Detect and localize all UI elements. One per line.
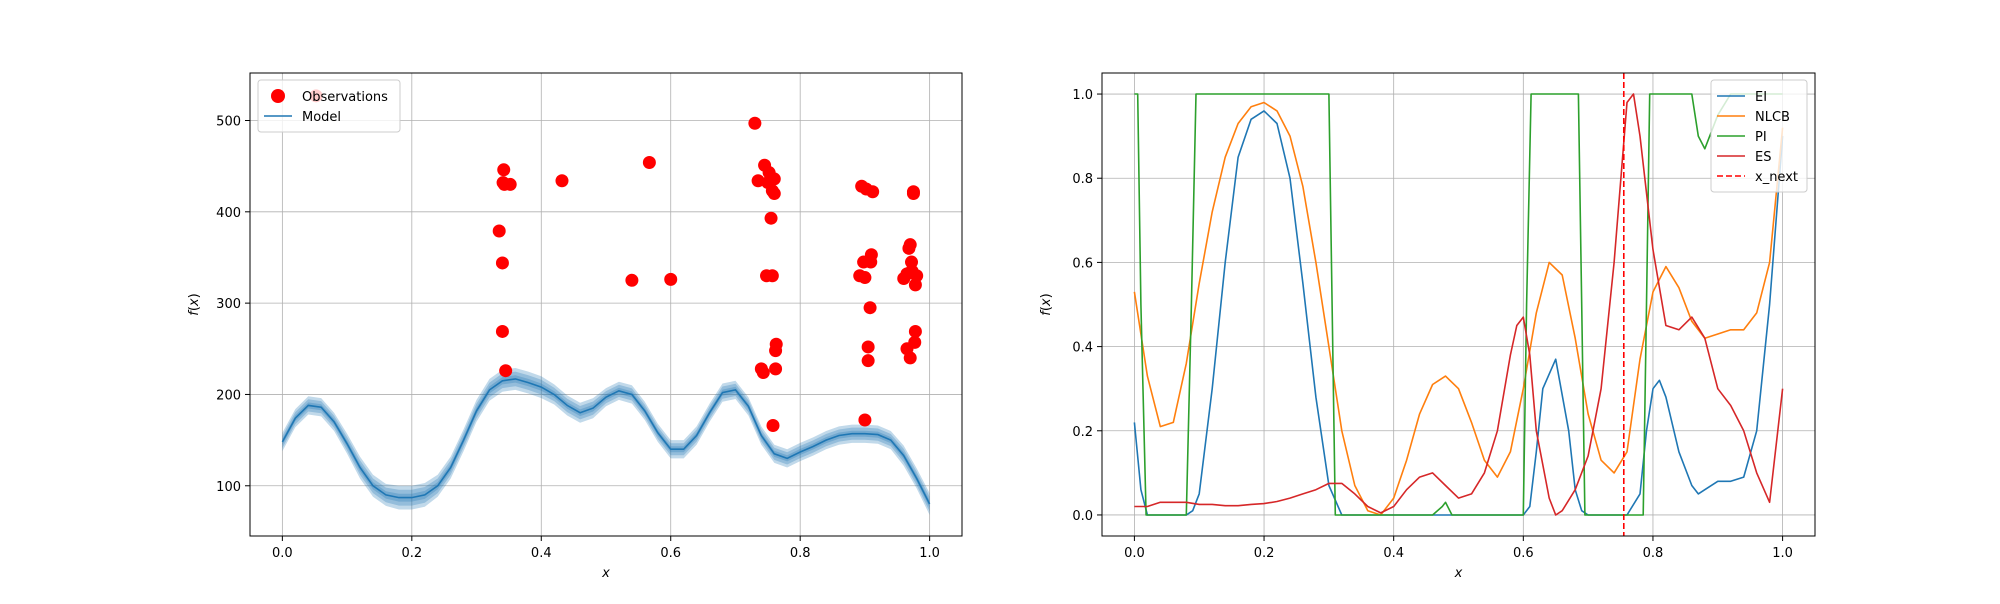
chart-1: 0.0 0.2 0.4 0.6 0.8 1.0100200300400500xf(x)Ob… (187, 72, 963, 581)
y-tick-label: 0.6 (1072, 256, 1093, 271)
y-axis-label-f: f (187, 309, 202, 316)
y-axis-label-close: ) (1039, 293, 1054, 298)
y-axis-label-paren: ( (1039, 306, 1054, 311)
observation-point (756, 366, 770, 380)
x-tick-label: 0.4 (531, 546, 552, 561)
chart-2: 0.0 0.2 0.4 0.6 0.8 1.00.00.20.40.60.81.0xf(x… (1039, 72, 1816, 581)
observation-point (625, 273, 639, 287)
observation-point (664, 272, 678, 286)
legend-label: NLCB (1755, 110, 1790, 125)
observation-point (905, 264, 919, 278)
legend-frame (1710, 79, 1808, 193)
observation-point (492, 224, 506, 238)
legend-marker-observations (271, 89, 285, 103)
observation-point (765, 269, 779, 283)
observation-point (495, 324, 509, 338)
observation-point (908, 335, 922, 349)
y-axis-label-close: ) (187, 293, 202, 298)
x-tick-label: 0.0 (1124, 546, 1145, 561)
observation-point (495, 256, 509, 270)
y-tick-label: 300 (216, 297, 241, 312)
observation-point (908, 324, 922, 338)
y-tick-label: 0.0 (1072, 509, 1093, 524)
observation-point (764, 211, 778, 225)
legend-label: Model (302, 110, 341, 125)
plot-area (281, 89, 931, 515)
observation-point (903, 351, 917, 365)
model-confidence-band (282, 375, 930, 508)
legend-frame (257, 79, 401, 133)
y-axis-label: f(x) (187, 293, 202, 315)
model-line (281, 378, 931, 505)
legend-label: ES (1755, 150, 1771, 165)
series-line-nlcb (1133, 101, 1784, 516)
y-tick-label: 100 (216, 480, 241, 495)
x-axis-label: x (601, 566, 610, 581)
y-axis-label-f: f (1039, 309, 1054, 316)
y-axis-label-x: x (187, 298, 202, 307)
legend-label: Observations (302, 90, 388, 105)
observation-point (858, 413, 872, 427)
observation-point (767, 172, 781, 186)
series-line-pi (1134, 93, 1783, 516)
plot-area (1133, 73, 1784, 536)
x-tick-label: 0.8 (1643, 546, 1664, 561)
y-tick-label: 0.8 (1072, 172, 1093, 187)
series-line-es (1134, 93, 1784, 516)
x-tick-label: 0.2 (401, 546, 422, 561)
observation-point (503, 177, 517, 191)
observation-point (751, 174, 765, 188)
legend-label: x_next (1755, 170, 1798, 185)
x-tick-label: 0.2 (1254, 546, 1275, 561)
observation-point (499, 364, 513, 378)
observation-point (766, 419, 780, 433)
x-tick-label: 0.8 (790, 546, 811, 561)
x-tick-label: 0.0 (272, 546, 293, 561)
y-tick-label: 200 (216, 388, 241, 403)
observation-point (497, 163, 511, 177)
observation-point (866, 185, 880, 199)
model-confidence-band (282, 368, 930, 515)
x-tick-label: 0.4 (1383, 546, 1404, 561)
y-tick-label: 500 (216, 114, 241, 129)
observation-point (769, 337, 783, 351)
x-tick-label: 1.0 (919, 546, 940, 561)
y-tick-label: 400 (216, 206, 241, 221)
y-axis-label: f(x) (1039, 293, 1054, 315)
x-tick-label: 0.6 (1513, 546, 1534, 561)
legend: Observations Model (257, 79, 401, 133)
y-tick-label: 0.2 (1072, 425, 1093, 440)
observation-point (903, 238, 917, 252)
observation-point (748, 116, 762, 130)
y-tick-label: 1.0 (1072, 88, 1093, 103)
x-tick-label: 0.6 (660, 546, 681, 561)
observation-point (767, 187, 781, 201)
observation-point (864, 248, 878, 262)
series-line-ei (1133, 110, 1784, 516)
y-axis-label-paren: ( (187, 306, 202, 311)
observation-point (863, 301, 877, 315)
observation-point (642, 155, 656, 169)
plot-frame (249, 72, 963, 537)
observation-point (555, 174, 569, 188)
legend-label: EI (1755, 90, 1767, 105)
observation-point (858, 271, 872, 285)
observation-point (769, 362, 783, 376)
legend: EI NLCB PI ES x_next (1710, 79, 1808, 193)
observation-point (906, 185, 920, 199)
y-tick-label: 0.4 (1072, 341, 1093, 356)
observation-point (861, 354, 875, 368)
x-tick-label: 1.0 (1772, 546, 1793, 561)
y-axis-label-x: x (1039, 298, 1054, 307)
legend-label: PI (1755, 130, 1767, 145)
observation-point (861, 340, 875, 354)
plot-frame (1101, 72, 1816, 537)
x-axis-label: x (1454, 566, 1463, 581)
